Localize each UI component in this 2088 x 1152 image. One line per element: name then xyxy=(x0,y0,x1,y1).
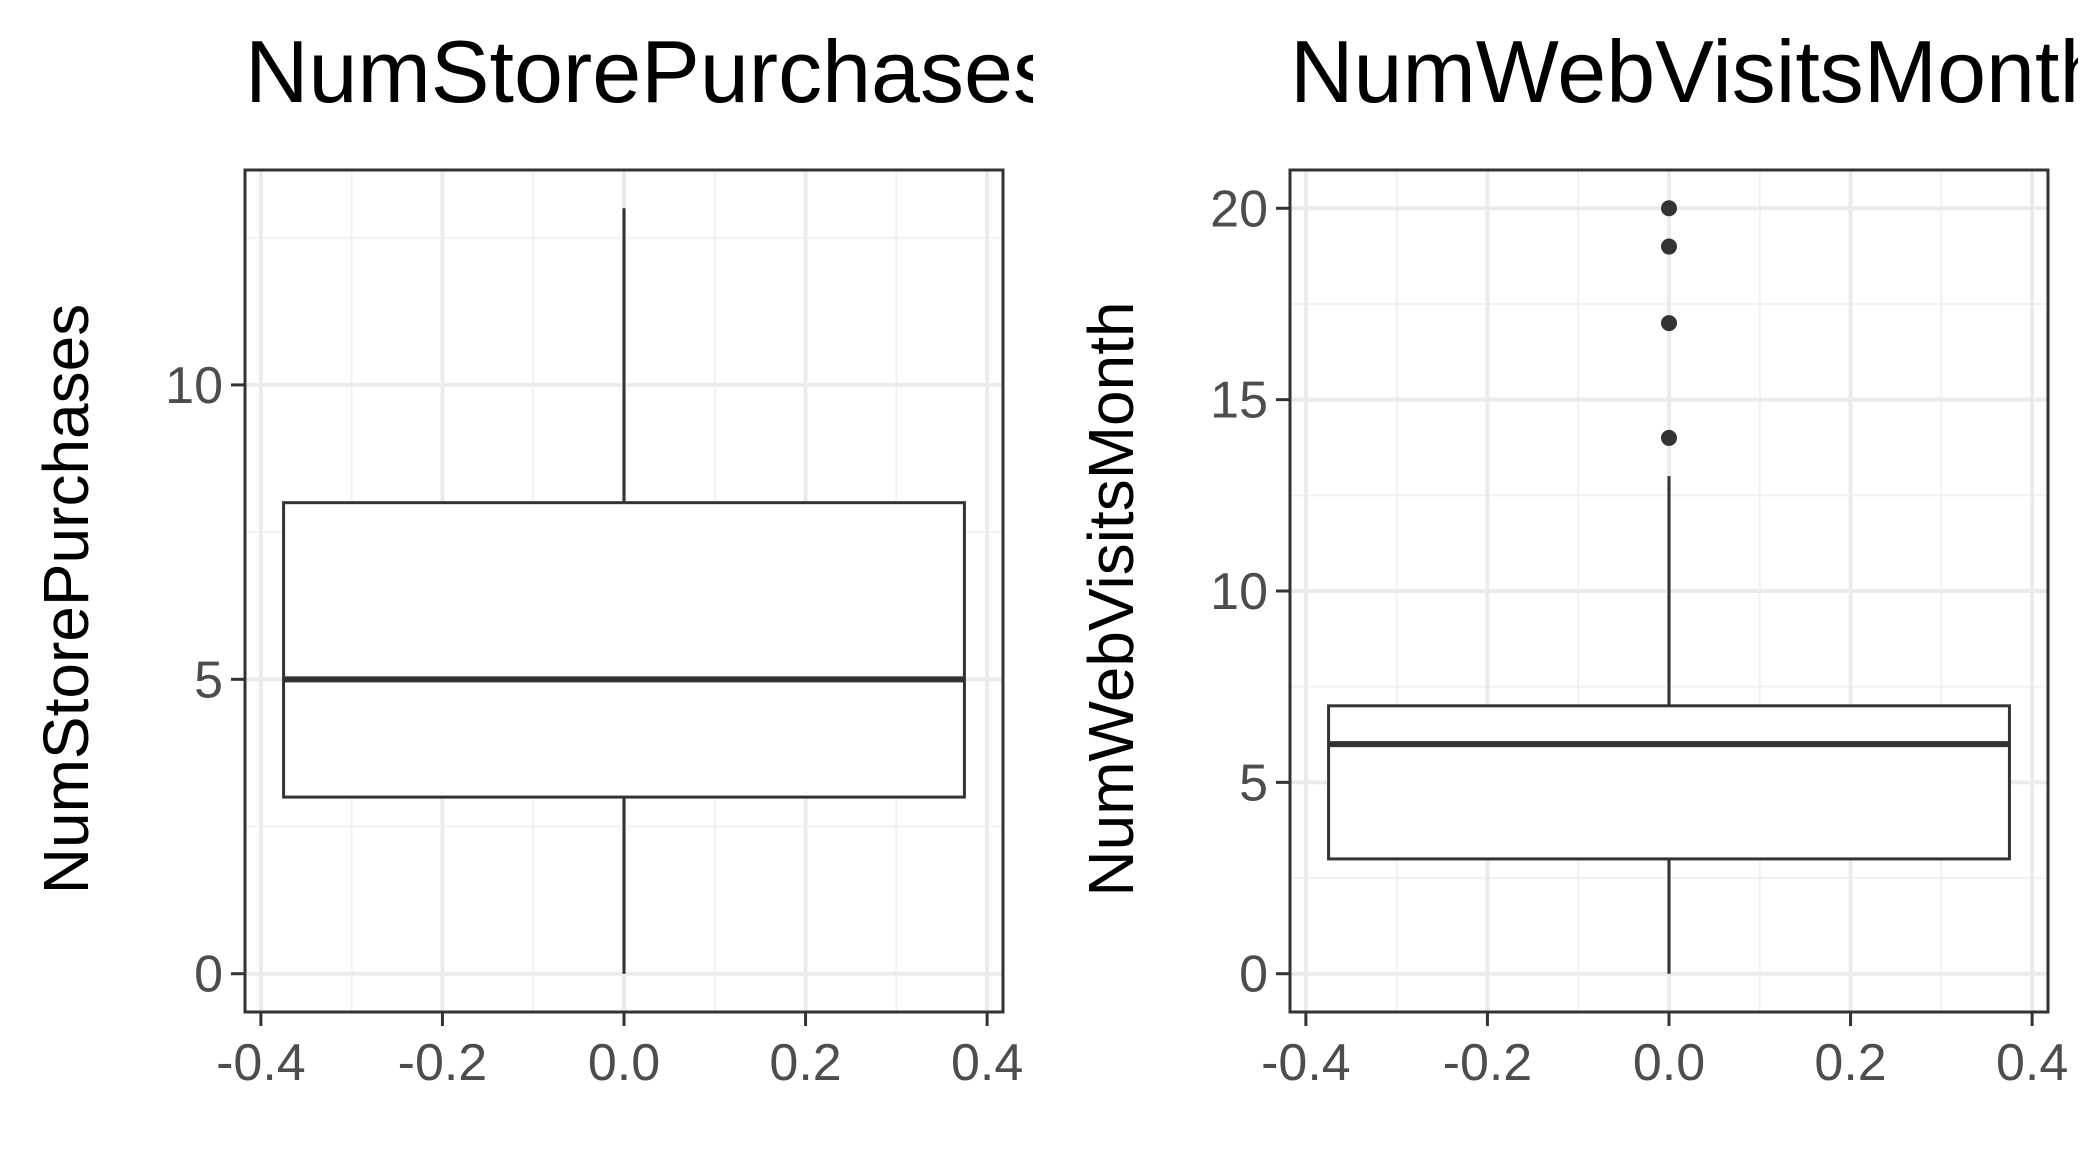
x-tick-label: -0.2 xyxy=(1443,1034,1533,1092)
x-tick-label: 0.0 xyxy=(1633,1034,1705,1092)
x-tick-label: 0.0 xyxy=(588,1034,660,1092)
x-tick-label: -0.4 xyxy=(1261,1034,1351,1092)
chart-title: NumStorePurchases xyxy=(245,22,1057,121)
x-tick-label: 0.2 xyxy=(769,1034,841,1092)
y-axis-title: NumWebVisitsMonth xyxy=(1075,301,1147,896)
y-tick-label: 10 xyxy=(165,357,223,415)
y-tick-label: 0 xyxy=(194,946,223,1004)
outlier-point xyxy=(1661,238,1677,255)
box-iqr xyxy=(282,501,966,799)
x-tick-label: 0.2 xyxy=(1814,1034,1886,1092)
y-tick-label: 10 xyxy=(1210,563,1268,621)
outlier-point xyxy=(1661,315,1677,332)
x-tick-label: -0.2 xyxy=(398,1034,488,1092)
y-tick-label: 0 xyxy=(1239,946,1268,1004)
box-iqr xyxy=(1327,704,2011,861)
x-tick-label: 0.4 xyxy=(1996,1034,2068,1092)
x-tick-label: -0.4 xyxy=(216,1034,306,1092)
chart-title: NumWebVisitsMonth xyxy=(1290,22,2088,121)
y-tick-label: 5 xyxy=(1239,754,1268,812)
outlier-point xyxy=(1661,200,1677,217)
y-tick-label: 20 xyxy=(1210,180,1268,238)
chart-panel-0: 0 5 10 -0.4 -0.2 0.0 0.2 0.4 NumStorePurchases Nu… xyxy=(30,22,1057,1092)
chart-panel-1: 0 5 10 15 20 -0.4 -0.2 0.0 0.2 0.4 NumWebVisitsMon… xyxy=(1075,22,2088,1092)
y-tick-label: 5 xyxy=(194,651,223,709)
x-tick-label: 0.4 xyxy=(951,1034,1023,1092)
y-axis-title: NumStorePurchases xyxy=(30,304,102,894)
outlier-point xyxy=(1661,429,1677,446)
y-tick-label: 15 xyxy=(1210,372,1268,430)
